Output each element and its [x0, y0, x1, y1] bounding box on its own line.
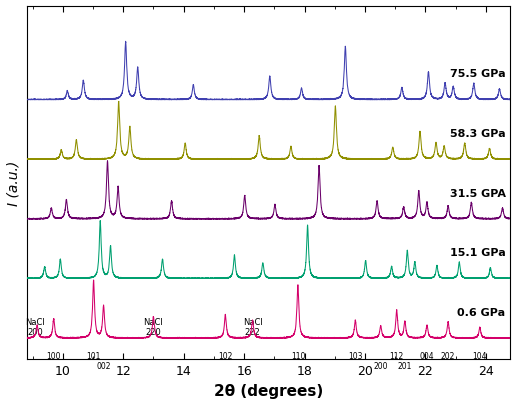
Text: 103: 103 — [348, 351, 362, 360]
Text: NaCl
220: NaCl 220 — [144, 318, 163, 336]
Text: 201: 201 — [398, 362, 412, 370]
Text: 002: 002 — [96, 362, 111, 370]
Text: 15.1 GPa: 15.1 GPa — [450, 247, 506, 258]
Text: 110: 110 — [291, 351, 305, 360]
Text: 58.3 GPa: 58.3 GPa — [450, 128, 506, 139]
Text: 202: 202 — [441, 351, 455, 360]
Text: NaCl
222: NaCl 222 — [242, 318, 263, 336]
Text: 104: 104 — [473, 351, 487, 360]
Text: 102: 102 — [218, 351, 233, 360]
Text: 101: 101 — [86, 351, 101, 360]
Text: 200: 200 — [373, 362, 388, 370]
Text: 75.5 GPa: 75.5 GPa — [450, 69, 506, 79]
X-axis label: 2θ (degrees): 2θ (degrees) — [214, 383, 323, 398]
Text: 31.5 GPA: 31.5 GPA — [449, 188, 506, 198]
Text: 0.6 GPa: 0.6 GPa — [458, 307, 506, 317]
Text: 004: 004 — [420, 351, 434, 360]
Text: NaCl
200: NaCl 200 — [25, 318, 45, 336]
Text: 100: 100 — [47, 351, 61, 360]
Y-axis label: I (a.u.): I (a.u.) — [7, 161, 21, 206]
Text: 112: 112 — [390, 351, 404, 360]
